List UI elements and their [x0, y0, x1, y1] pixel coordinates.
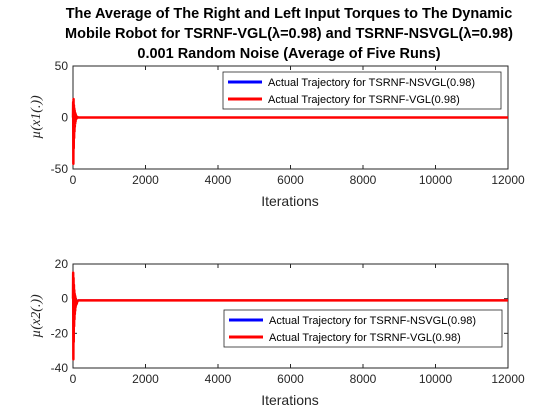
bottom-xtick-label-3: 6000 — [277, 372, 304, 386]
title-line-3: 0.001 Random Noise (Average of Five Runs… — [137, 46, 440, 62]
top-legend-label-vgl: Actual Trajectory for TSRNF-VGL(0.98) — [268, 94, 460, 106]
top-legend: Actual Trajectory for TSRNF-NSVGL(0.98) … — [222, 71, 502, 110]
bottom-series-line-vgl — [71, 271, 508, 361]
bottom-xtick-label-0: 0 — [70, 372, 77, 386]
top-ylabel: µ(x1(.)) — [29, 95, 44, 139]
top-legend-box — [222, 71, 502, 110]
bottom-xtick-label-1: 2000 — [132, 372, 159, 386]
bottom-ytick-label-1: -20 — [51, 326, 69, 340]
top-xtick-label-4: 8000 — [350, 173, 377, 187]
top-xtick-label-2: 4000 — [205, 173, 232, 187]
bottom-xtick-label-2: 4000 — [205, 372, 232, 386]
top-legend-label-nsvgl: Actual Trajectory for TSRNF-NSVGL(0.98) — [268, 77, 475, 89]
bottom-xtick-label-4: 8000 — [350, 372, 377, 386]
bottom-ylabel: µ(x2(.)) — [29, 294, 44, 338]
bottom-series-lines — [71, 271, 508, 361]
top-ytick-label-1: 0 — [61, 111, 68, 125]
bottom-xtick-label-5: 10000 — [419, 372, 453, 386]
bottom-legend-box — [223, 309, 503, 348]
top-ytick-label-2: 50 — [55, 59, 69, 73]
bottom-ytick-label-2: 0 — [61, 292, 68, 306]
top-ytick-label-0: -50 — [51, 162, 69, 176]
top-xtick-label-3: 6000 — [277, 173, 304, 187]
top-series-lines — [71, 97, 508, 166]
top-xtick-label-1: 2000 — [132, 173, 159, 187]
bottom-ytick-label-0: -40 — [51, 361, 69, 375]
bottom-axes: 0 2000 4000 6000 8000 10000 12000 -40 -20 0 20 Ite… — [29, 257, 525, 408]
top-xtick-label-5: 10000 — [419, 173, 453, 187]
bottom-xlabel: Iterations — [261, 392, 319, 408]
top-xlabel: Iterations — [261, 193, 319, 209]
top-xtick-label-6: 12000 — [491, 173, 525, 187]
bottom-ticks: 0 2000 4000 6000 8000 10000 12000 -40 -20 0 20 — [51, 257, 525, 386]
title-line-2: Mobile Robot for TSRNF-VGL(λ=0.98) and T… — [65, 26, 513, 42]
bottom-legend: Actual Trajectory for TSRNF-NSVGL(0.98) … — [223, 309, 503, 348]
bottom-legend-label-nsvgl: Actual Trajectory for TSRNF-NSVGL(0.98) — [269, 315, 476, 327]
title-line-1: The Average of The Right and Left Input … — [66, 6, 513, 22]
bottom-xtick-label-6: 12000 — [491, 372, 525, 386]
bottom-legend-label-vgl: Actual Trajectory for TSRNF-VGL(0.98) — [269, 332, 461, 344]
top-xtick-label-0: 0 — [70, 173, 77, 187]
top-series-line-vgl — [71, 97, 508, 166]
bottom-ytick-label-3: 20 — [55, 257, 69, 271]
